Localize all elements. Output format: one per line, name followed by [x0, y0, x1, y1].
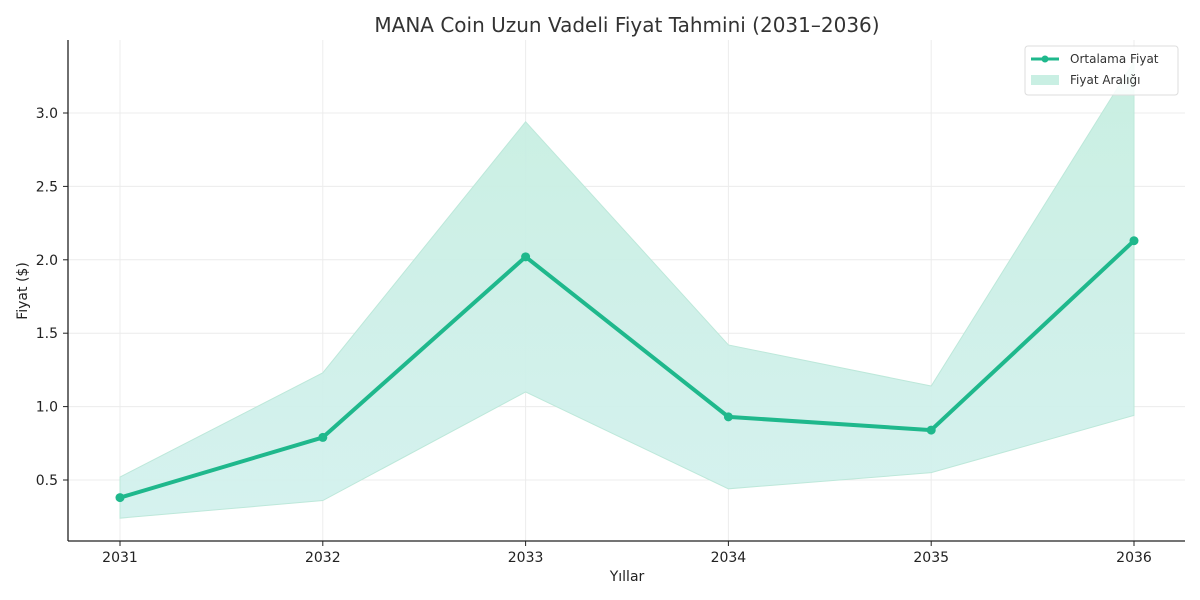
data-point [1129, 236, 1139, 246]
legend-label-range: Fiyat Aralığı [1070, 73, 1140, 87]
legend-box [1024, 45, 1179, 96]
x-tick-label: 2034 [711, 550, 747, 566]
y-tick-label: 2.5 [36, 179, 58, 195]
y-tick-label: 2.0 [36, 253, 58, 269]
x-tick-label: 2036 [1116, 550, 1152, 566]
x-ticks: 2031 2032 2033 2034 2035 2036 [102, 541, 1152, 566]
x-tick-label: 2035 [913, 550, 949, 566]
chart-title: MANA Coin Uzun Vadeli Fiyat Tahmini (203… [374, 13, 879, 37]
legend: Ortalama Fiyat Fiyat Aralığı [1024, 45, 1179, 96]
x-axis-label: Yıllar [609, 569, 645, 585]
average-price-line [119, 239, 1136, 500]
x-tick-label: 2031 [102, 550, 138, 566]
legend-label-average: Ortalama Fiyat [1070, 52, 1159, 66]
data-point [115, 493, 125, 503]
data-point [723, 412, 733, 422]
x-tick-label: 2033 [508, 550, 544, 566]
y-tick-label: 1.0 [36, 400, 58, 416]
y-tick-label: 3.0 [36, 106, 58, 122]
y-ticks: 0.5 1.0 1.5 2.0 2.5 3.0 [36, 106, 68, 489]
data-point [521, 252, 531, 262]
y-tick-label: 0.5 [36, 473, 58, 489]
y-tick-label: 1.5 [36, 326, 58, 342]
legend-marker-icon [1041, 55, 1049, 63]
average-price-markers [115, 236, 1139, 503]
legend-band-icon [1031, 75, 1059, 85]
data-point [926, 425, 936, 435]
data-point [318, 432, 328, 442]
price-range-band [119, 59, 1135, 519]
x-tick-label: 2032 [305, 550, 341, 566]
y-axis-label: Fiyat ($) [15, 262, 31, 320]
